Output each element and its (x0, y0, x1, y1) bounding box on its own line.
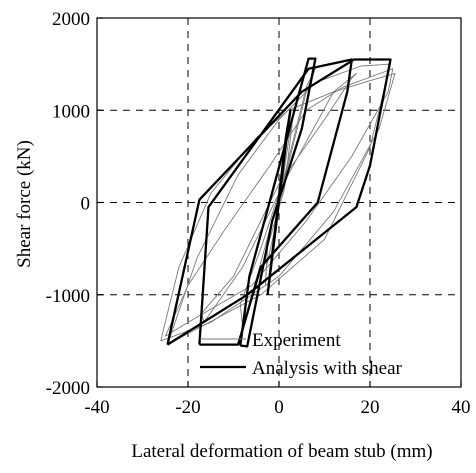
series-analysis (166, 57, 392, 348)
legend-label-experiment: Experiment (252, 330, 341, 351)
x-tick-label: -20 (175, 397, 200, 418)
x-tick-label: 20 (361, 397, 380, 418)
tick-labels: -40 -20 0 20 40 -2000 -1000 0 1000 2000 (46, 9, 471, 418)
y-axis-title: Shear force (kN) (14, 140, 35, 268)
y-tick-label: -2000 (46, 378, 90, 399)
series-loop (160, 72, 396, 342)
legend-label-analysis: Analysis with shear (252, 358, 403, 379)
x-tick-label: 40 (452, 397, 471, 418)
y-tick-label: -1000 (46, 286, 90, 307)
series-loop (166, 58, 392, 346)
series-loop (198, 58, 353, 346)
series-curves (160, 57, 396, 348)
series-loop (167, 63, 391, 345)
plot-frame (96, 17, 462, 388)
x-axis-title: Lateral deformation of beam stub (mm) (131, 441, 432, 462)
series-loop (201, 72, 357, 323)
x-tick-label: 0 (274, 397, 284, 418)
series-loop (239, 57, 317, 348)
y-tick-label: 0 (81, 194, 91, 215)
y-tick-label: 2000 (52, 9, 90, 30)
y-tick-label: 1000 (52, 101, 90, 122)
x-tick-label: -40 (84, 397, 109, 418)
series-loop (164, 68, 394, 337)
legend: Experiment Analysis with shear (200, 330, 403, 379)
